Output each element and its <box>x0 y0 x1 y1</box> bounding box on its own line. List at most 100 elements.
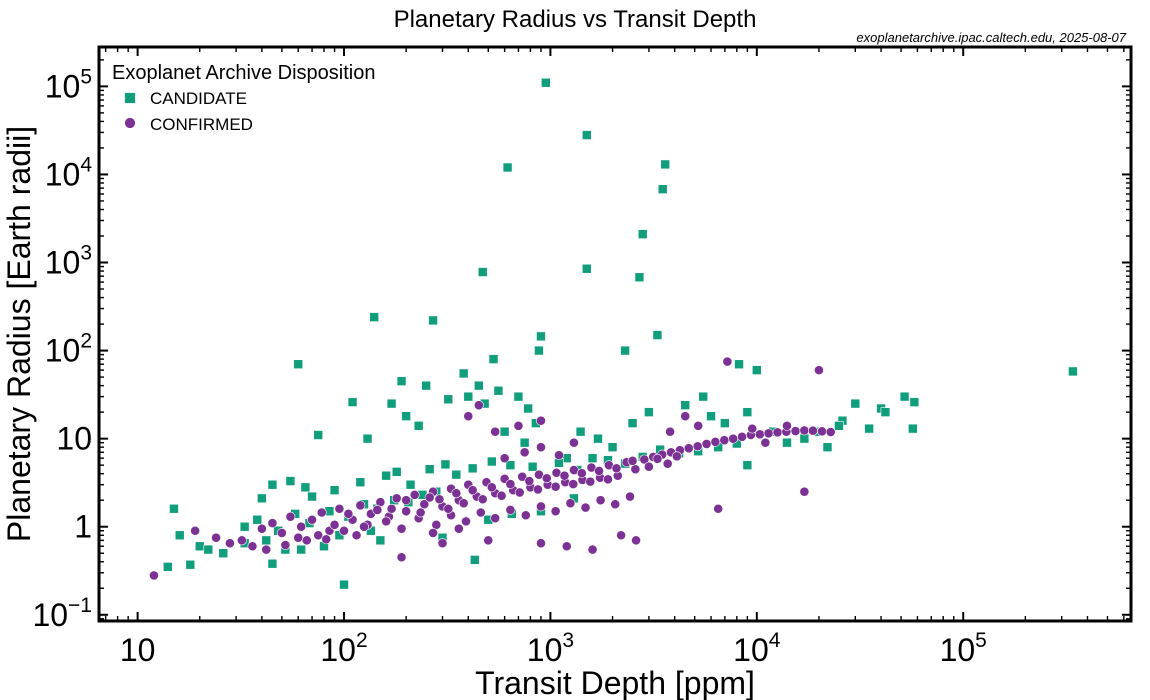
data-point <box>505 505 516 515</box>
data-point <box>486 456 497 467</box>
data-point <box>211 532 221 543</box>
data-point <box>603 474 613 485</box>
data-point <box>536 331 546 342</box>
series-confirmed <box>149 356 836 581</box>
data-point <box>631 535 641 546</box>
data-point <box>499 426 510 437</box>
data-point <box>637 229 648 239</box>
data-point <box>713 503 724 514</box>
data-point <box>909 397 920 407</box>
data-point <box>499 453 510 464</box>
data-point <box>660 159 671 170</box>
data-point <box>343 508 354 519</box>
data-point <box>880 407 891 417</box>
data-point <box>443 503 454 514</box>
data-point <box>593 433 603 444</box>
data-point <box>639 454 650 465</box>
data-point <box>355 500 366 511</box>
data-point <box>355 477 366 488</box>
data-point <box>477 267 488 277</box>
data-point <box>285 476 296 486</box>
data-point <box>169 503 179 514</box>
data-point <box>533 484 543 495</box>
data-point <box>710 436 721 447</box>
data-point <box>321 534 332 545</box>
data-point <box>413 420 424 431</box>
data-point <box>581 130 592 140</box>
data-point <box>505 479 516 489</box>
data-point <box>657 184 668 194</box>
x-tick-label: 10 <box>120 632 156 668</box>
data-point <box>257 493 267 504</box>
data-point <box>372 505 383 515</box>
data-point <box>701 439 712 449</box>
data-point <box>680 400 691 410</box>
data-point <box>307 491 317 502</box>
data-point <box>451 488 462 499</box>
data-point <box>477 494 488 505</box>
data-point <box>474 380 484 391</box>
data-point <box>391 467 402 477</box>
y-tick-label: 10−1 <box>32 594 92 633</box>
data-point <box>261 535 272 546</box>
data-point <box>307 514 317 525</box>
data-point <box>625 491 635 502</box>
data-point <box>550 506 561 517</box>
data-point <box>772 427 783 438</box>
data-point <box>401 411 411 421</box>
data-point <box>386 398 397 409</box>
data-point <box>534 345 544 356</box>
data-point <box>483 535 494 546</box>
data-point <box>822 442 833 452</box>
data-point <box>261 544 272 555</box>
x-tick-label: 104 <box>733 629 781 668</box>
data-point <box>490 513 501 524</box>
data-point <box>541 473 552 484</box>
legend-marker-confirmed <box>124 117 136 129</box>
series-candidate <box>162 77 1078 590</box>
data-point <box>496 490 507 501</box>
data-point <box>513 420 524 431</box>
data-point <box>381 516 392 527</box>
data-point <box>799 486 810 497</box>
data-point <box>513 391 524 402</box>
data-point <box>285 511 296 522</box>
y-tick-label: 1 <box>74 509 92 545</box>
data-point <box>313 530 324 541</box>
data-point <box>409 489 420 500</box>
data-point <box>790 426 801 436</box>
data-point <box>630 464 641 475</box>
data-point <box>782 420 792 431</box>
data-point <box>475 507 486 518</box>
data-point <box>634 272 645 283</box>
data-point <box>514 487 525 498</box>
legend-label-candidate: CANDIDATE <box>150 89 247 108</box>
data-point <box>665 426 675 437</box>
data-point <box>301 535 312 546</box>
data-point <box>908 423 918 434</box>
data-point <box>424 492 435 503</box>
data-point <box>899 391 910 402</box>
data-point <box>536 415 546 426</box>
data-point <box>185 559 196 570</box>
data-point <box>391 493 402 504</box>
data-point <box>293 359 304 370</box>
data-point <box>643 461 654 472</box>
data-point <box>415 507 426 518</box>
data-point <box>463 391 474 402</box>
data-point <box>486 482 497 493</box>
data-point <box>239 521 250 532</box>
data-point <box>437 538 448 549</box>
x-axis-label: Transit Depth [ppm] <box>475 665 755 700</box>
legend-marker-candidate <box>124 92 136 104</box>
data-point <box>569 437 579 448</box>
data-point <box>524 476 535 486</box>
data-point <box>351 530 362 541</box>
data-point <box>616 530 626 541</box>
data-point <box>293 532 304 543</box>
data-point <box>490 426 501 437</box>
data-point <box>252 514 263 525</box>
data-point <box>587 453 598 463</box>
data-point <box>488 354 499 364</box>
